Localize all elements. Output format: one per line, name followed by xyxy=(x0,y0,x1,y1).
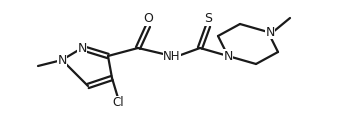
Text: N: N xyxy=(265,26,275,39)
Text: S: S xyxy=(204,13,212,26)
Text: N: N xyxy=(77,42,87,55)
Text: NH: NH xyxy=(163,50,181,63)
Text: N: N xyxy=(223,50,233,63)
Text: N: N xyxy=(57,54,67,67)
Text: Cl: Cl xyxy=(112,96,124,109)
Text: O: O xyxy=(143,13,153,26)
